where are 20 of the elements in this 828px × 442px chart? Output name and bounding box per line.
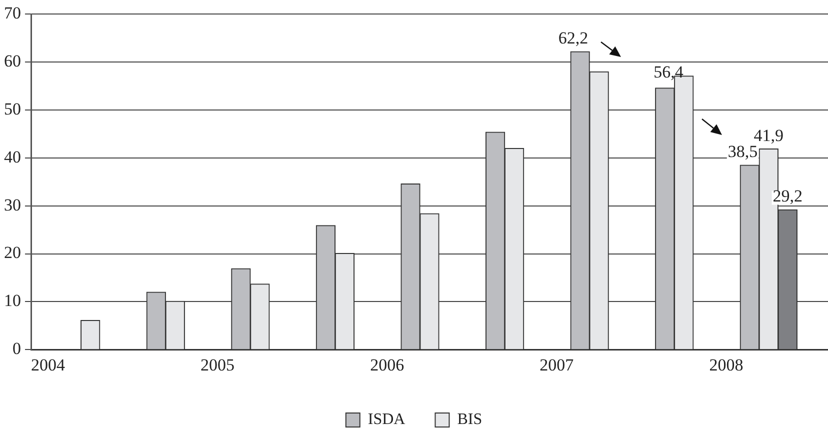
y-tick-label: 50 xyxy=(4,99,21,118)
legend-label: BIS xyxy=(457,411,482,428)
data-label: 29,2 xyxy=(772,186,803,206)
x-tick-label: 2005 xyxy=(200,355,235,374)
y-tick-label: 20 xyxy=(4,243,21,262)
x-tick-label: 2006 xyxy=(370,355,404,374)
legend-label: ISDA xyxy=(368,411,406,428)
y-tick-label: 60 xyxy=(4,52,21,71)
y-tick-label: 70 xyxy=(4,4,21,23)
data-label: 38,5 xyxy=(728,142,758,162)
annotation: 56,4 xyxy=(654,62,684,82)
y-tick-label: 0 xyxy=(12,339,21,358)
x-tick-label: 2007 xyxy=(540,355,574,374)
x-tick-label: 2008 xyxy=(709,355,744,374)
data-label: 62,2 xyxy=(558,28,588,48)
data-label: 41,9 xyxy=(754,126,784,145)
y-tick-label: 10 xyxy=(4,291,21,310)
y-tick-label: 40 xyxy=(4,147,21,166)
y-tick-label: 30 xyxy=(4,195,21,214)
x-tick-label: 2004 xyxy=(30,355,66,374)
